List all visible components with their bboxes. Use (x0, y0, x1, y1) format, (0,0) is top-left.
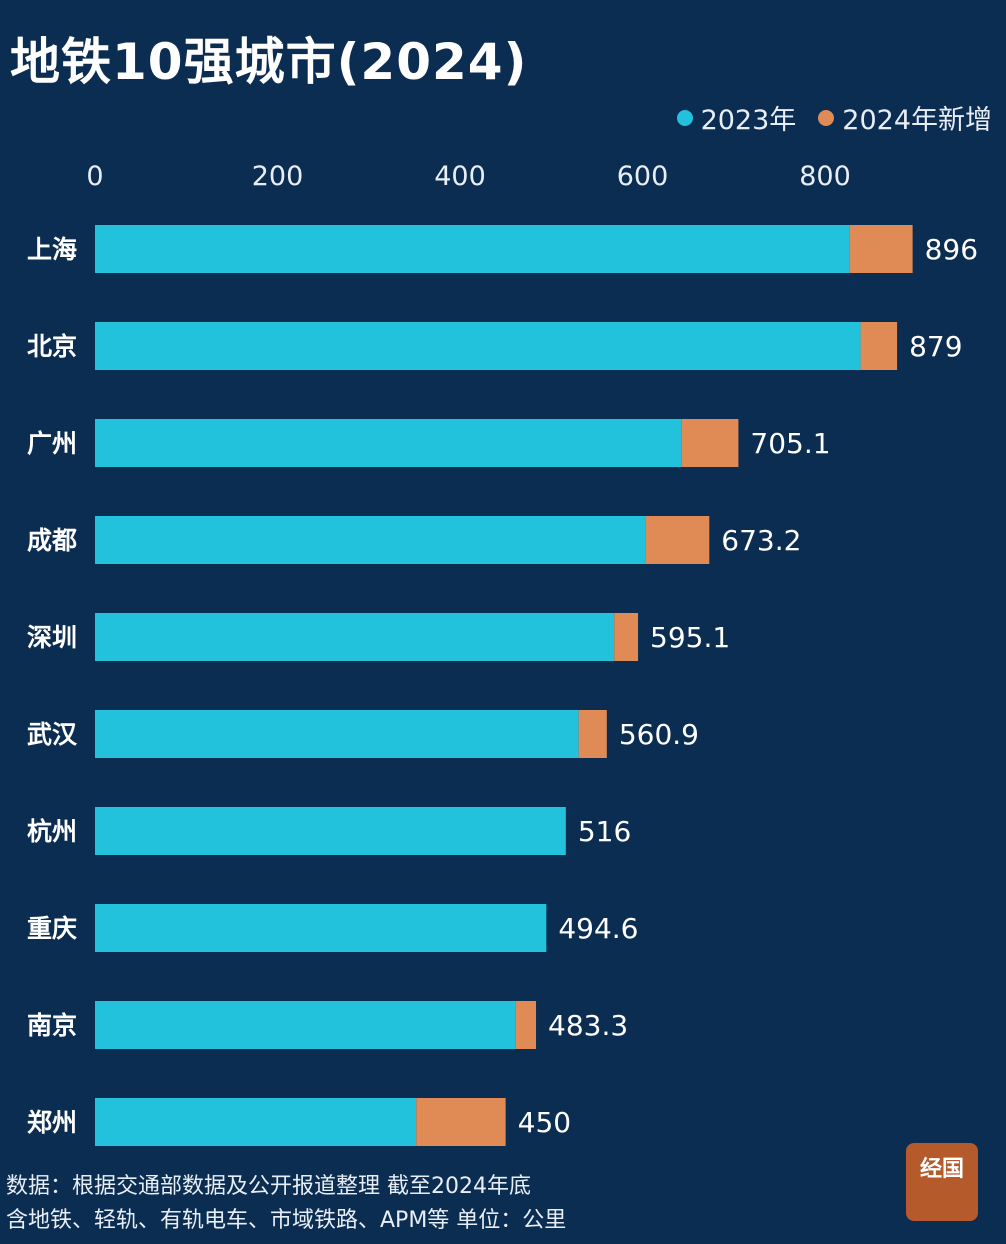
bar-2023 (95, 322, 861, 370)
page-title: 地铁10强城市(2024) (10, 33, 528, 91)
category-label: 深圳 (27, 623, 77, 652)
bar-2023 (95, 419, 682, 467)
value-label: 673.2 (721, 524, 801, 557)
brand-logo: 经国 (906, 1143, 978, 1221)
legend-item-2024: 2024年新增 (818, 98, 992, 137)
bar-2023 (95, 710, 579, 758)
bar-2023 (95, 613, 615, 661)
category-label: 杭州 (27, 817, 77, 846)
category-label: 武汉 (27, 720, 78, 749)
value-label: 516 (578, 815, 631, 848)
category-label: 广州 (27, 429, 77, 458)
x-tick-label: 200 (252, 161, 304, 192)
value-label: 879 (909, 330, 962, 363)
footer-note: 数据：根据交通部数据及公开报道整理 截至2024年底 含地铁、轻轨、有轨电车、市… (6, 1170, 566, 1238)
x-tick-label: 800 (799, 161, 851, 192)
legend-label: 2024年新增 (842, 105, 992, 136)
value-label: 595.1 (650, 621, 730, 654)
bar-2024-increment (849, 225, 913, 273)
bar-2024-increment (515, 1001, 537, 1049)
category-label: 郑州 (27, 1108, 77, 1137)
category-label: 成都 (27, 526, 77, 555)
bar-2024-increment (860, 322, 898, 370)
legend: 2023年 2024年新增 (676, 98, 992, 137)
category-label: 北京 (27, 332, 77, 361)
value-label: 705.1 (750, 427, 830, 460)
category-label: 南京 (27, 1011, 77, 1040)
value-label: 483.3 (548, 1009, 628, 1042)
bar-2023 (95, 904, 547, 952)
bar-2023 (95, 1001, 516, 1049)
source-note: 数据：根据交通部数据及公开报道整理 截至2024年底 (6, 1174, 531, 1199)
bar-2023 (95, 225, 850, 273)
bar-2023 (95, 516, 646, 564)
value-label: 494.6 (558, 912, 638, 945)
bar-2024-increment (681, 419, 739, 467)
x-tick-label: 0 (86, 161, 103, 192)
value-label: 450 (518, 1106, 571, 1139)
unit-note: 含地铁、轻轨、有轨电车、市域铁路、APM等 单位：公里 (6, 1208, 567, 1233)
x-tick-label: 400 (434, 161, 486, 192)
bar-2024-increment (614, 613, 639, 661)
bar-2023 (95, 1098, 417, 1146)
value-label: 560.9 (619, 718, 699, 751)
legend-swatch (818, 109, 835, 126)
bar-2024-increment (416, 1098, 506, 1146)
category-label: 上海 (27, 235, 77, 264)
value-label: 896 (925, 233, 978, 266)
legend-item-2023: 2023年 (676, 98, 797, 137)
legend-label: 2023年 (700, 105, 797, 136)
legend-swatch (676, 109, 693, 126)
bar-2024-increment (645, 516, 710, 564)
bar-2023 (95, 807, 566, 855)
category-label: 重庆 (27, 914, 77, 943)
bar-2024-increment (578, 710, 607, 758)
x-tick-label: 600 (617, 161, 669, 192)
